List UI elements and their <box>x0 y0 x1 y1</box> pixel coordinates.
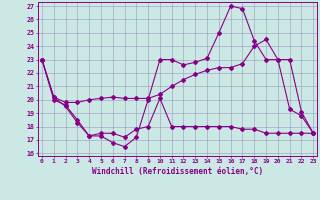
X-axis label: Windchill (Refroidissement éolien,°C): Windchill (Refroidissement éolien,°C) <box>92 167 263 176</box>
